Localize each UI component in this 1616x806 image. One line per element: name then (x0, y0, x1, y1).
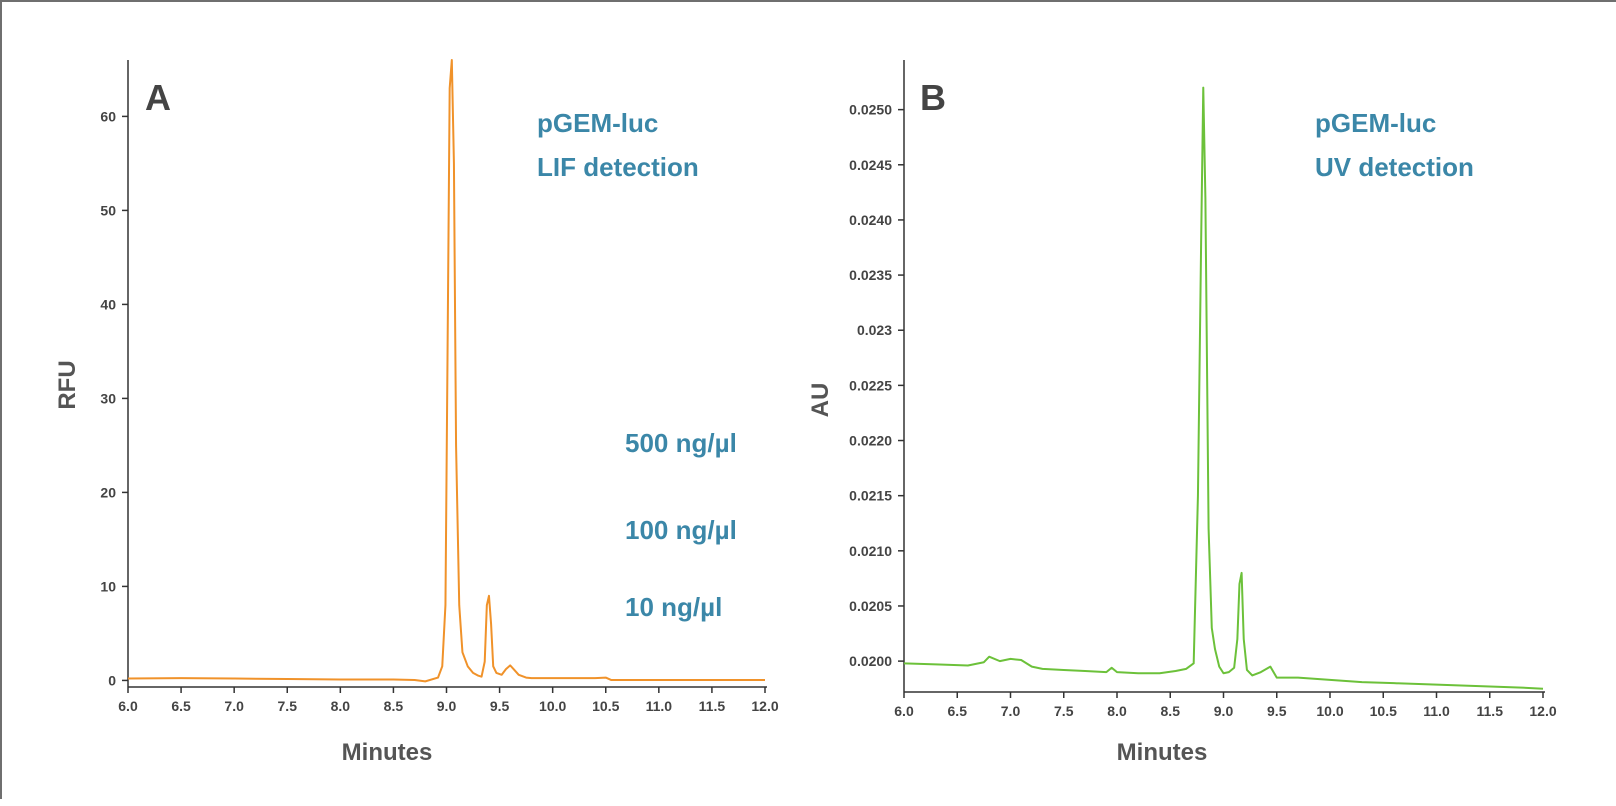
panel-b-y-tick-label: 0.0235 (849, 267, 892, 283)
panel-a-y-axis-title: RFU (54, 360, 81, 409)
panel-b-annotation-sample: pGEM-luc (1315, 108, 1436, 138)
panel-b-y-tick-label: 0.0205 (849, 598, 892, 614)
panel-b-x-tick-label: 7.0 (1001, 703, 1021, 719)
panel-a-annotation-sample: pGEM-luc (537, 108, 658, 138)
panel-b-y-axis-title: AU (807, 383, 834, 418)
panel-b-series-line (903, 86, 1544, 690)
panel-b-y-tick-label: 0.0200 (849, 653, 892, 669)
panel-a-y-tick-label: 20 (100, 484, 116, 500)
panel-a-marks: 6.0 6.5 7.0 7.5 8.0 8.5 9.0 9.5 10.0 10.5 11.0 11.5… (100, 59, 779, 714)
panel-b: 6.0 6.5 7.0 7.5 8.0 8.5 9.0 9.5 10.0 10.5 11.0 11.5… (807, 60, 1557, 766)
panel-b-y-tick-label: 0.0250 (849, 102, 892, 118)
panel-b-x-tick-label: 6.0 (894, 703, 914, 719)
panel-b-y-tick-label: 0.0215 (849, 488, 892, 504)
panel-a-y-tick-label: 0 (108, 672, 116, 688)
panel-a-y-tick-label: 30 (100, 390, 116, 406)
panel-b-y-tick-label: 0.0220 (849, 433, 892, 449)
panel-a-y-tick-label: 40 (100, 296, 116, 312)
panel-a-annotation-conc-10: 10 ng/µl (625, 592, 722, 622)
panel-a-x-tick-label: 8.0 (331, 698, 351, 714)
panel-a-x-tick-label: 11.0 (646, 698, 673, 714)
panel-b-x-tick-label: 11.5 (1477, 703, 1504, 719)
panel-b-x-tick-label: 9.5 (1267, 703, 1287, 719)
panel-a-x-tick-label: 8.5 (384, 698, 404, 714)
panel-b-marks: 6.0 6.5 7.0 7.5 8.0 8.5 9.0 9.5 10.0 10.5 11.0 11.5… (849, 60, 1557, 719)
panel-a-y-tick-label: 50 (100, 202, 116, 218)
panel-a-y-tick-label: 10 (100, 578, 116, 594)
panel-a-series-line (127, 59, 765, 683)
panel-a-x-tick-label: 7.5 (278, 698, 298, 714)
panel-a-y-tick-label: 60 (100, 108, 116, 124)
panel-b-annotation-detection: UV detection (1315, 152, 1474, 182)
panel-b-x-tick-label: 10.5 (1370, 703, 1397, 719)
panel-b-x-tick-label: 11.0 (1423, 703, 1450, 719)
panel-b-x-tick-label: 8.0 (1107, 703, 1127, 719)
panel-b-y-tick-label: 0.0240 (849, 212, 892, 228)
panel-b-x-tick-label: 6.5 (948, 703, 968, 719)
panel-a-x-tick-label: 12.0 (751, 698, 778, 714)
panel-b-x-tick-label: 10.0 (1316, 703, 1343, 719)
panel-b-letter: B (920, 77, 946, 118)
panel-a-x-tick-label: 10.5 (592, 698, 619, 714)
panel-a-annotation-conc-100: 100 ng/µl (625, 515, 737, 545)
panel-a-x-axis-title: Minutes (342, 739, 433, 766)
panel-a-annotation-conc-500: 500 ng/µl (625, 428, 737, 458)
panel-b-x-tick-label: 12.0 (1529, 703, 1556, 719)
panel-b-y-tick-label: 0.0210 (849, 543, 892, 559)
panel-b-x-tick-label: 8.5 (1161, 703, 1181, 719)
panel-a-x-tick-label: 6.0 (118, 698, 138, 714)
panel-a-annotation-detection: LIF detection (537, 152, 699, 182)
panel-a: 6.0 6.5 7.0 7.5 8.0 8.5 9.0 9.5 10.0 10.5 11.0 11.5… (54, 59, 779, 766)
panel-a-x-tick-label: 9.5 (490, 698, 510, 714)
panel-a-x-tick-label: 11.5 (699, 698, 726, 714)
panel-b-y-tick-label: 0.0245 (849, 157, 892, 173)
panel-a-x-tick-label: 10.0 (539, 698, 566, 714)
panel-b-x-tick-label: 7.5 (1054, 703, 1074, 719)
panel-b-y-tick-label: 0.0225 (849, 377, 892, 393)
panel-a-x-tick-label: 9.0 (437, 698, 457, 714)
panel-a-x-tick-label: 7.0 (224, 698, 244, 714)
panel-a-letter: A (145, 77, 171, 118)
panel-b-y-tick-label: 0.023 (857, 322, 892, 338)
panel-a-x-tick-label: 6.5 (171, 698, 191, 714)
panel-b-x-axis-title: Minutes (1117, 739, 1208, 766)
panel-b-x-tick-label: 9.0 (1214, 703, 1234, 719)
